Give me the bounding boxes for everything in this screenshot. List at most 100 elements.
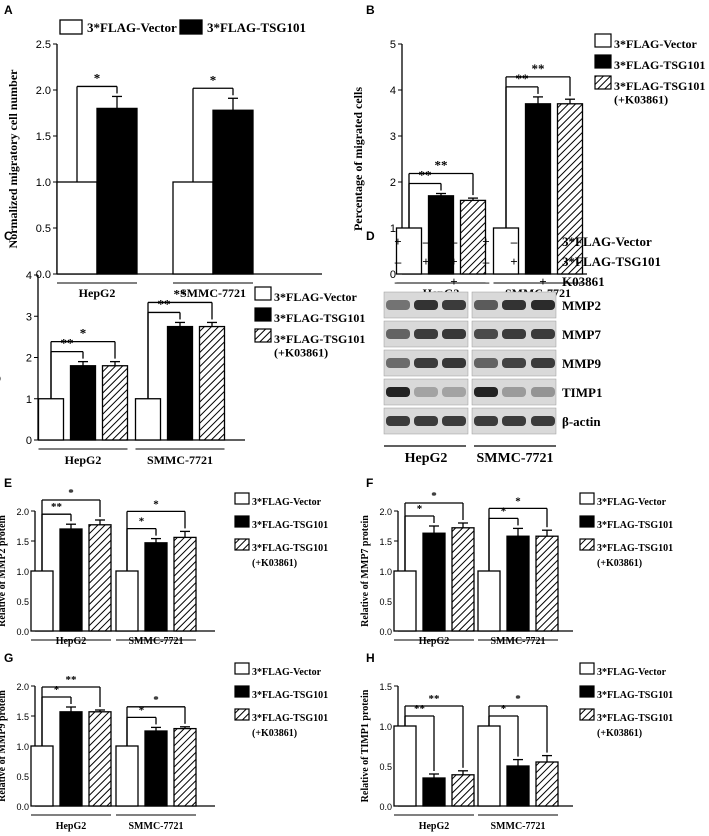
blot-band <box>386 358 410 368</box>
treatment-label: 3*FLAG-Vector <box>562 234 652 249</box>
bar <box>166 325 194 441</box>
panel-letter: D <box>366 229 375 243</box>
treatment-mark: – <box>539 234 547 249</box>
legend-label: 3*FLAG-TSG101 <box>597 543 673 554</box>
blot-band <box>442 358 466 368</box>
legend-swatch <box>594 54 612 69</box>
treatment-mark: – <box>510 274 518 289</box>
blot-band <box>414 387 438 397</box>
significance-label: ** <box>414 703 426 715</box>
blot-band <box>414 358 438 368</box>
bar <box>59 711 83 807</box>
blot-band <box>442 387 466 397</box>
legend-swatch <box>59 19 83 35</box>
blot-band <box>531 300 555 310</box>
bar <box>556 103 584 275</box>
legend-swatch <box>234 708 250 721</box>
bar <box>172 181 214 275</box>
y-tick-label: 2.5 <box>36 39 51 51</box>
treatment-label: K03861 <box>562 274 605 289</box>
bar <box>477 725 501 807</box>
bar <box>395 227 423 275</box>
legend-label: 3*FLAG-TSG101 <box>252 713 328 724</box>
significance-label: ** <box>429 693 441 705</box>
x-category-label: SMMC-7721 <box>129 821 184 832</box>
y-axis-label: Percentage of migrated cells <box>351 87 365 231</box>
y-tick-label: 2 <box>26 353 32 365</box>
legend-swatch <box>234 662 250 675</box>
y-tick-label: 3 <box>26 311 32 323</box>
legend-label: 3*FLAG-TSG101 <box>207 20 306 35</box>
blot-band <box>531 416 555 426</box>
y-tick-label: 1.5 <box>16 712 29 722</box>
bar <box>451 774 475 807</box>
significance-label: ** <box>158 296 171 311</box>
significance-label: * <box>54 684 60 696</box>
legend-label: (+K03861) <box>597 728 642 739</box>
y-tick-label: 1.0 <box>16 567 29 577</box>
significance-label: * <box>94 70 101 85</box>
blot-band <box>386 387 410 397</box>
protein-label: TIMP1 <box>562 385 602 400</box>
blot-band <box>474 329 498 339</box>
legend-swatch <box>234 492 250 505</box>
treatment-mark: + <box>450 274 457 289</box>
legend-label: 3*FLAG-TSG101 <box>597 520 673 531</box>
legend-swatch <box>234 538 250 551</box>
bar <box>506 535 530 632</box>
legend-swatch <box>254 328 272 343</box>
treatment-mark: – <box>482 274 490 289</box>
blot-group-label: HepG2 <box>405 451 448 466</box>
bar <box>144 730 168 807</box>
y-tick-label: 1.5 <box>379 682 392 692</box>
bar <box>69 365 97 441</box>
protein-label: MMP9 <box>562 356 601 371</box>
chart-panel-f: F 0.0 0.5 1.0 1.5 2.0 Relative of MMP7 protein… <box>360 476 673 647</box>
y-tick-label: 1.5 <box>379 537 392 547</box>
y-tick-label: 0.0 <box>16 627 29 637</box>
legend-label: 3*FLAG-TSG101 <box>274 332 365 346</box>
legend-swatch <box>579 685 595 698</box>
significance-label: * <box>139 704 145 716</box>
chart-panel-h: H 0.0 0.5 1.0 1.5 Relative of TIMP1 protein He… <box>360 651 673 832</box>
legend-swatch <box>594 33 612 48</box>
bar <box>30 745 54 807</box>
legend-swatch <box>234 515 250 528</box>
legend-swatch <box>254 286 272 301</box>
bar <box>59 528 83 632</box>
blot-band <box>386 416 410 426</box>
treatment-mark: + <box>450 254 457 269</box>
y-tick-label: 1.0 <box>379 567 392 577</box>
blot-band <box>502 329 526 339</box>
y-tick-label: 0.5 <box>379 597 392 607</box>
bar <box>393 570 417 632</box>
y-tick-label: 2.0 <box>36 85 51 97</box>
legend-label: 3*FLAG-TSG101 <box>252 520 328 531</box>
blot-band <box>474 387 498 397</box>
blot-band <box>502 358 526 368</box>
bar <box>393 725 417 807</box>
x-category-label: HepG2 <box>419 636 450 647</box>
y-tick-label: 0 <box>26 435 32 447</box>
y-tick-label: 0.5 <box>36 223 51 235</box>
bar <box>492 227 520 275</box>
panel-letter: A <box>4 3 13 17</box>
legend-label: 3*FLAG-TSG101 <box>597 690 673 701</box>
y-tick-label: 0.5 <box>16 772 29 782</box>
bar <box>535 535 559 632</box>
y-axis-label: Normalized migratory cell number <box>6 69 20 249</box>
blot-band <box>474 358 498 368</box>
significance-label: ** <box>516 71 529 86</box>
x-category-label: SMMC-7721 <box>180 286 246 300</box>
legend-swatch <box>579 515 595 528</box>
treatment-mark: – <box>510 234 518 249</box>
bar <box>427 195 455 275</box>
x-category-label: HepG2 <box>56 821 87 832</box>
y-tick-label: 1.0 <box>379 722 392 732</box>
x-category-label: SMMC-7721 <box>491 821 546 832</box>
panel-letter: H <box>366 651 375 665</box>
significance-label: * <box>501 505 507 517</box>
y-tick-label: 4 <box>26 270 32 282</box>
legend-label: 3*FLAG-Vector <box>252 667 322 678</box>
bar <box>535 761 559 807</box>
